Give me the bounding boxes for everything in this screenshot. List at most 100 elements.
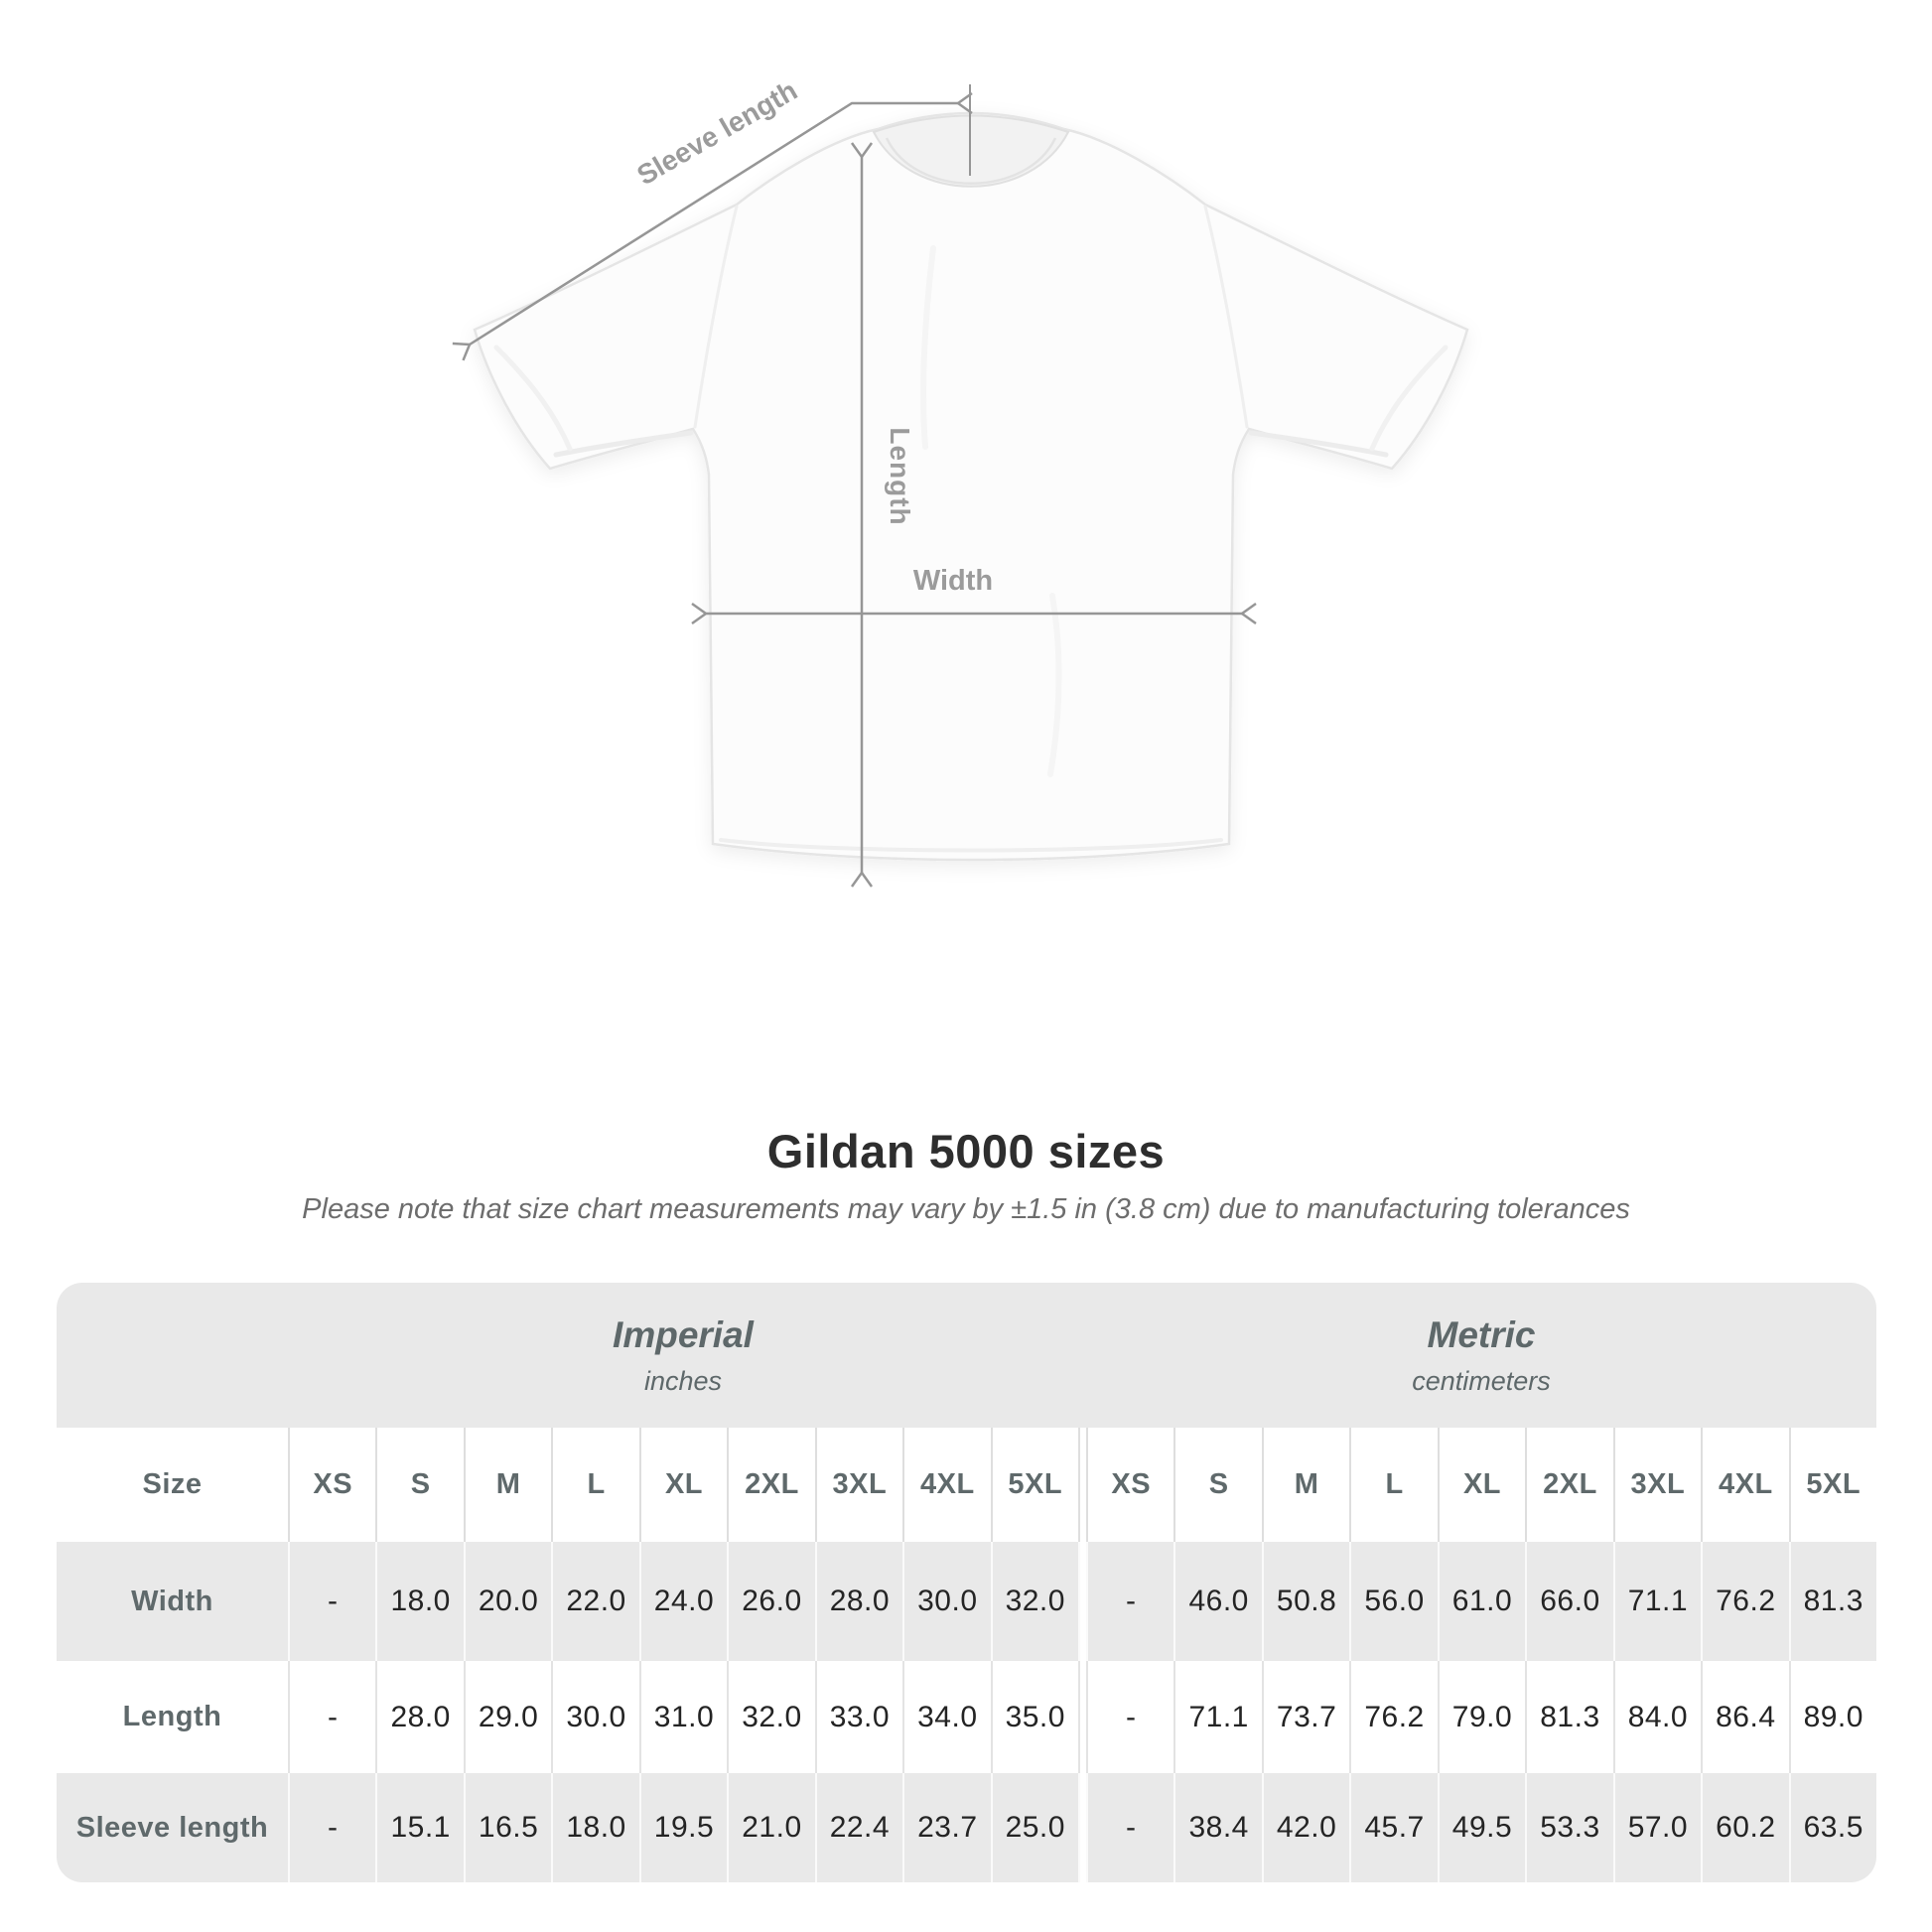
table-row-sleeve-length: Sleeve length - 15.1 16.5 18.0 19.5 21.0… [57,1773,1876,1882]
size-header-cell: 2XL [1525,1428,1612,1542]
value-cell: 73.7 [1261,1661,1349,1773]
row-label: Sleeve length [75,1811,269,1844]
value-cell: 23.7 [902,1773,990,1882]
value-cell: 45.7 [1349,1773,1437,1882]
value-cell: 71.1 [1173,1661,1261,1773]
value-cell: - [1085,1542,1173,1661]
sleeve-length-label: Sleeve length [631,74,802,191]
value-cell: 81.3 [1525,1661,1612,1773]
row-label: Length [122,1701,222,1732]
size-header-cell: 5XL [990,1428,1078,1542]
width-label: Width [913,565,993,597]
size-header-cell: L [1349,1428,1437,1542]
value-cell: 26.0 [727,1542,814,1661]
imperial-group-header: Imperial inches [288,1283,1078,1428]
value-cell: 61.0 [1437,1542,1525,1661]
value-cell: - [1085,1661,1173,1773]
value-cell: 49.5 [1437,1773,1525,1882]
value-cell: 79.0 [1437,1661,1525,1773]
size-header-cell: 4XL [1701,1428,1788,1542]
length-label: Length [885,427,915,525]
value-cell: - [1085,1773,1173,1882]
row-label: Width [131,1585,213,1617]
size-header-cell: 3XL [814,1428,902,1542]
size-header-cell: 5XL [1788,1428,1876,1542]
size-column-header: Size [142,1468,203,1500]
size-header-cell: S [1173,1428,1261,1542]
metric-label: Metric [1427,1313,1536,1355]
value-cell: 21.0 [727,1773,814,1882]
unit-divider [1077,1661,1086,1773]
value-cell: 76.2 [1701,1542,1788,1661]
value-cell: 20.0 [463,1542,551,1661]
value-cell: 86.4 [1701,1661,1788,1773]
value-cell: 50.8 [1261,1542,1349,1661]
size-header-cell: 2XL [727,1428,814,1542]
size-header-row: Size XS S M L XL 2XL 3XL 4XL 5XL XS S M … [57,1428,1876,1542]
size-header-cell: XL [638,1428,727,1542]
value-cell: 38.4 [1173,1773,1261,1882]
value-cell: 63.5 [1788,1773,1876,1882]
value-cell: 18.0 [551,1773,638,1882]
value-cell: 66.0 [1525,1542,1612,1661]
value-cell: 76.2 [1349,1661,1437,1773]
value-cell: 46.0 [1173,1542,1261,1661]
value-cell: 28.0 [814,1542,902,1661]
imperial-label: Imperial [613,1313,754,1355]
value-cell: - [288,1773,375,1882]
value-cell: 30.0 [551,1661,638,1773]
value-cell: 24.0 [638,1542,727,1661]
size-header-cell: XL [1437,1428,1525,1542]
value-cell: 56.0 [1349,1542,1437,1661]
metric-group-header: Metric centimeters [1086,1283,1876,1428]
value-cell: 57.0 [1612,1773,1701,1882]
size-header-cell: XS [1085,1428,1173,1542]
value-cell: 22.4 [814,1773,902,1882]
value-cell: 89.0 [1788,1661,1876,1773]
value-cell: 28.0 [375,1661,463,1773]
value-cell: 19.5 [638,1773,727,1882]
imperial-unit-label: inches [643,1365,723,1396]
size-header-cell: L [551,1428,638,1542]
title-block: Gildan 5000 sizes Please note that size … [0,1003,1932,1226]
unit-divider [1077,1542,1086,1661]
value-cell: 42.0 [1261,1773,1349,1882]
value-cell: 71.1 [1612,1542,1701,1661]
unit-divider [1077,1773,1086,1882]
value-cell: 34.0 [902,1661,990,1773]
value-cell: 30.0 [902,1542,990,1661]
value-cell: - [288,1542,375,1661]
size-header-cell: M [463,1428,551,1542]
page-title: Gildan 5000 sizes [766,1125,1166,1177]
tshirt-image [473,111,1469,862]
value-cell: 25.0 [990,1773,1078,1882]
table-row-length: Length - 28.0 29.0 30.0 31.0 32.0 33.0 3… [57,1661,1876,1773]
unit-divider [1077,1428,1086,1542]
tolerance-note: Please note that size chart measurements… [302,1193,1630,1225]
metric-unit-label: centimeters [1412,1365,1551,1396]
value-cell: 84.0 [1612,1661,1701,1773]
size-header-cell: 3XL [1612,1428,1701,1542]
tshirt-size-diagram: Sleeve length Length Width [452,74,1469,888]
value-cell: 60.2 [1701,1773,1788,1882]
value-cell: 16.5 [463,1773,551,1882]
unit-group-header-row: Imperial inches Metric centimeters [57,1283,1876,1428]
value-cell: 81.3 [1788,1542,1876,1661]
value-cell: 15.1 [375,1773,463,1882]
size-header-cell: 4XL [902,1428,990,1542]
value-cell: 29.0 [463,1661,551,1773]
value-cell: 33.0 [814,1661,902,1773]
size-header-cell: S [375,1428,463,1542]
sleeve-length-arrow [452,91,973,361]
size-chart-table: Imperial inches Metric centimeters Size … [57,1283,1876,1882]
size-header-cell: XS [288,1428,375,1542]
value-cell: 18.0 [375,1542,463,1661]
value-cell: 32.0 [727,1661,814,1773]
value-cell: 53.3 [1525,1773,1612,1882]
value-cell: 35.0 [990,1661,1078,1773]
value-cell: - [288,1661,375,1773]
table-row-width: Width - 18.0 20.0 22.0 24.0 26.0 28.0 30… [57,1542,1876,1661]
value-cell: 32.0 [990,1542,1078,1661]
value-cell: 31.0 [638,1661,727,1773]
size-header-cell: M [1261,1428,1349,1542]
